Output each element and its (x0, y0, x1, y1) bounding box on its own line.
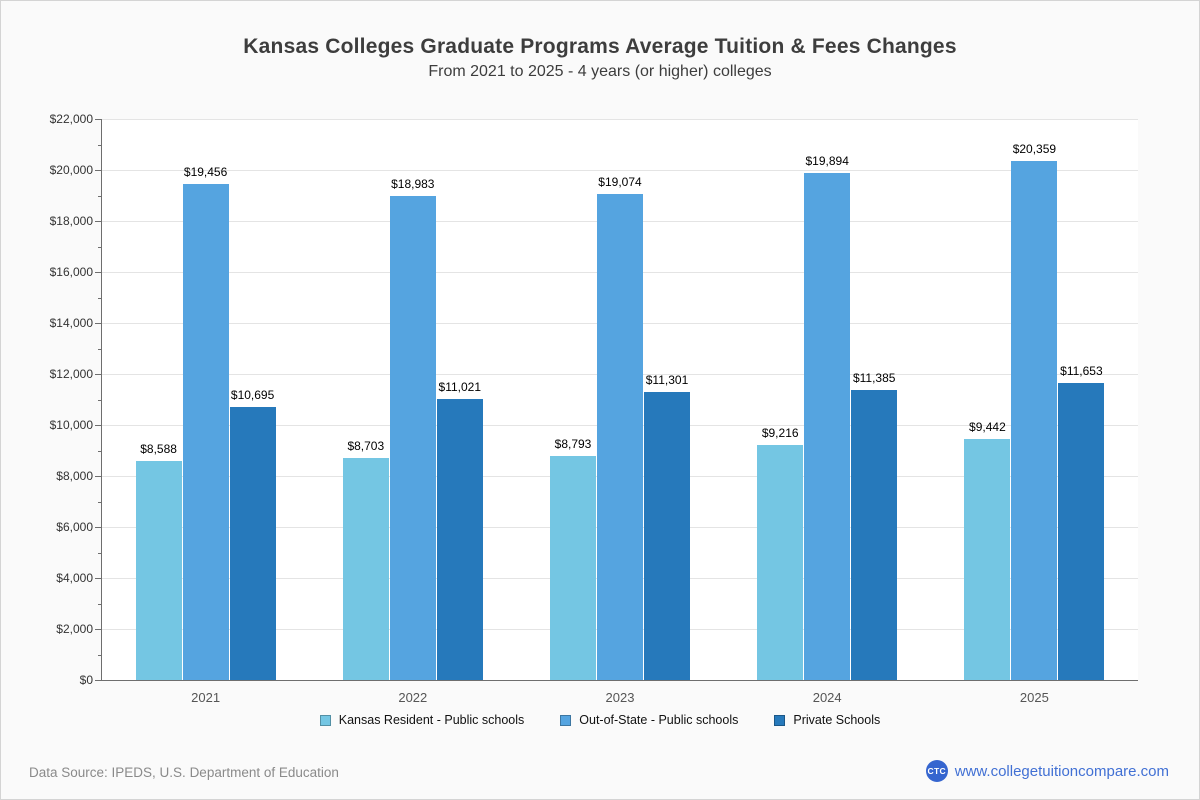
y-axis-tick (98, 144, 102, 146)
bar-value-label: $10,695 (230, 388, 275, 403)
data-source-note: Data Source: IPEDS, U.S. Department of E… (29, 765, 339, 780)
y-axis-label: $2,000 (56, 622, 93, 636)
site-url: www.collegetuitioncompare.com (954, 762, 1169, 780)
x-axis-label: 2023 (605, 690, 635, 705)
y-axis-label: $8,000 (56, 469, 93, 483)
legend-item: Kansas Resident - Public schools (319, 713, 525, 727)
bar (1011, 160, 1058, 680)
y-axis-label: $22,000 (49, 112, 93, 126)
y-axis-tick (98, 654, 102, 656)
bar-value-label: $20,359 (1012, 141, 1057, 156)
y-axis-tick (95, 170, 102, 171)
bar-value-label: $19,894 (805, 153, 849, 168)
y-axis-tick (95, 425, 102, 426)
legend-label: Out-of-State - Public schools (579, 713, 739, 727)
bar (436, 398, 483, 680)
bar-value-label: $19,456 (183, 164, 228, 179)
bar-value-label: $19,074 (598, 174, 642, 189)
y-axis-tick (98, 450, 102, 452)
legend-item: Out-of-State - Public schools (560, 713, 738, 727)
bar (597, 193, 643, 680)
legend-item: Private Schools (774, 713, 880, 727)
y-axis-label: $12,000 (49, 367, 93, 381)
x-axis-label: 2024 (812, 690, 842, 705)
bar-value-label: $11,301 (645, 372, 689, 387)
y-axis-tick (95, 221, 102, 222)
y-axis-tick (98, 297, 102, 299)
y-axis-label: $14,000 (49, 316, 93, 330)
y-axis-tick (95, 272, 102, 273)
bar (135, 461, 182, 680)
legend-swatch (560, 714, 572, 726)
bar-value-label: $8,588 (140, 442, 177, 456)
bar (229, 407, 276, 680)
y-axis-tick (95, 680, 102, 681)
y-axis-tick (95, 527, 102, 528)
y-axis-tick (98, 399, 102, 401)
bar-value-label: $9,442 (969, 420, 1006, 435)
bar (644, 391, 690, 680)
x-axis-label: 2025 (1019, 690, 1049, 705)
y-axis-tick (98, 195, 102, 197)
x-axis-label: 2021 (191, 690, 221, 705)
bar (804, 172, 851, 680)
legend-label: Kansas Resident - Public schools (338, 713, 525, 727)
gridline (102, 170, 1138, 171)
site-attribution: CTC www.collegetuitioncompare.com (925, 760, 1169, 782)
y-axis-tick (95, 578, 102, 579)
y-axis-tick (98, 552, 102, 554)
bar (1058, 382, 1105, 680)
chart-title: Kansas Colleges Graduate Programs Averag… (243, 35, 957, 58)
y-axis-tick (98, 246, 102, 248)
bar-value-label: $8,703 (347, 439, 385, 454)
y-axis-label: $16,000 (49, 265, 93, 279)
y-axis-tick (95, 374, 102, 375)
y-axis-tick (95, 323, 102, 324)
legend-label: Private Schools (793, 713, 881, 727)
bar-value-label: $11,385 (852, 370, 896, 385)
bar (389, 195, 436, 680)
y-axis-tick (98, 348, 102, 350)
y-axis-tick (95, 476, 102, 477)
y-axis-tick (95, 629, 102, 630)
bar-value-label: $11,021 (438, 379, 482, 394)
y-axis-label: $0 (79, 673, 93, 687)
y-axis-label: $20,000 (49, 163, 93, 177)
y-axis-label: $6,000 (56, 520, 93, 534)
legend: Kansas Resident - Public schools Out-of-S… (1, 713, 1199, 727)
bar (342, 458, 389, 680)
chart-subtitle: From 2021 to 2025 - 4 years (or higher) … (428, 63, 772, 80)
plot-area: $0 $2,000 $4,000 $6,000 $8,000 $10,000 $12,000… (50, 112, 1138, 705)
legend-swatch (774, 714, 786, 726)
ctc-logo-icon: CTC (925, 760, 948, 782)
bar (757, 445, 804, 680)
bar (964, 439, 1011, 680)
y-axis-label: $18,000 (49, 214, 93, 228)
y-axis-label: $4,000 (56, 571, 93, 585)
bar-value-label: $11,653 (1060, 363, 1103, 378)
y-axis-tick (95, 119, 102, 120)
bar-value-label: $8,793 (554, 436, 592, 451)
bar-value-label: $9,216 (761, 425, 799, 440)
y-axis-label: $10,000 (49, 418, 93, 432)
bar (851, 389, 898, 680)
x-axis-label: 2022 (398, 690, 428, 705)
y-axis-tick (98, 501, 102, 503)
bar-value-label: $18,983 (391, 176, 435, 191)
bar (550, 455, 596, 680)
y-axis-tick (98, 603, 102, 605)
legend-swatch (319, 714, 331, 726)
gridline (102, 119, 1138, 120)
bar (182, 183, 229, 680)
